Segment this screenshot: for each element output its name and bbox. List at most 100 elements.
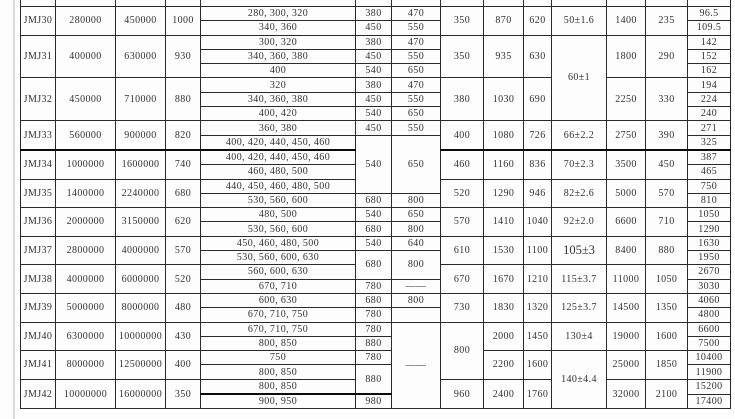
value-cell: 640 (391, 235, 441, 252)
value-cell: 2250 (606, 77, 646, 122)
value-cell: 7500 (687, 335, 731, 352)
value-cell: 350 (440, 6, 484, 36)
value-cell: 460 (440, 148, 484, 180)
value-cell: 880 (355, 364, 392, 395)
sizes-cell: 400, 420, 440, 450, 460 (200, 134, 356, 151)
model-cell: JMJ32 (20, 77, 56, 122)
value-cell: 780 (355, 307, 392, 323)
model-cell: JMJ35 (20, 178, 56, 209)
value-cell: 1100 (523, 235, 552, 266)
table-row: 400, 420, 440, 450, 460 540 650 325 (21, 134, 731, 194)
value-cell: 570 (165, 235, 201, 266)
value-cell: 6300000 (55, 321, 116, 352)
value-cell: 710 (645, 207, 688, 237)
sizes-cell: 800, 850 (200, 364, 356, 380)
sizes-cell: 600, 630 (200, 292, 356, 309)
value-cell: 1600 (645, 321, 688, 352)
value-cell: 1290 (483, 178, 524, 209)
value-cell: 194 (687, 77, 731, 93)
value-cell: 870 (483, 6, 524, 36)
value-cell: 5000 (606, 178, 646, 209)
value-cell: 1080 (483, 120, 524, 151)
value-cell: 960 (440, 378, 484, 410)
value-cell: 726 (523, 120, 552, 151)
value-cell: 1040 (523, 207, 552, 237)
value-cell: 730 (440, 292, 484, 323)
value-cell: 14500 (606, 292, 646, 323)
value-cell: 680 (355, 250, 392, 280)
value-cell: 19000 (606, 321, 646, 352)
value-cell: 1410 (483, 207, 524, 237)
value-cell: 880 (355, 335, 392, 352)
value-cell: 1830 (483, 292, 524, 323)
model-cell: JMJ38 (20, 264, 56, 294)
value-cell: 10400 (687, 350, 731, 366)
value-cell: 96.5 (687, 5, 731, 22)
value-cell: 2100 (645, 378, 688, 410)
sizes-cell: 340, 360 (200, 20, 356, 36)
value-cell: 109.5 (687, 20, 731, 36)
value-cell: 235 (645, 6, 688, 36)
value-cell: 10000000 (115, 321, 166, 352)
sizes-cell: 400, 420, 440, 450, 460 (200, 148, 356, 166)
value-cell: 540 (355, 106, 392, 122)
model-cell: JMJ34 (20, 148, 56, 180)
table-row: JMJ38 4000000 6000000 520 560, 600, 630 670 16… (20, 264, 731, 294)
value-cell: 670 (440, 264, 484, 294)
value-cell: 2750 (606, 120, 646, 151)
tolerance-cell: 66±2.2 (551, 120, 607, 151)
value-cell: 630 (523, 34, 552, 79)
value-cell: 8400 (606, 235, 646, 266)
model-cell: JMJ40 (20, 321, 56, 352)
value-cell: 1630 (687, 235, 731, 252)
sizes-cell: 480, 500 (200, 207, 356, 223)
table-row: 800, 850 880 11900 (21, 364, 731, 395)
table-row: JMJ32 450000 710000 880 320 380 470 380 1030 690 2… (20, 77, 731, 122)
value-cell: 240 (687, 106, 731, 122)
value-cell: 32000 (606, 378, 646, 410)
value-cell: 740 (165, 148, 201, 180)
value-cell: 680 (355, 192, 392, 209)
value-cell: 280000 (55, 6, 116, 36)
value-cell: 1320 (523, 292, 552, 323)
value-cell: 224 (687, 91, 731, 108)
value-cell: 1600000 (115, 148, 166, 180)
table-row: JMJ34 1000000 1600000 740 400, 420, 440, 450… (20, 148, 731, 180)
value-cell: 820 (165, 120, 201, 151)
value-cell: 650 (391, 134, 441, 194)
value-cell: 1400 (606, 6, 646, 36)
value-cell: 900000 (115, 120, 166, 151)
dash-cell: —— (391, 278, 441, 294)
value-cell: 836 (523, 148, 552, 180)
value-cell: 450 (355, 91, 392, 108)
value-cell: 540 (355, 134, 392, 194)
value-cell: 650 (391, 63, 441, 79)
value-cell: 400 (440, 120, 484, 151)
value-cell: 935 (483, 34, 524, 79)
value-cell: 390 (645, 120, 688, 151)
tolerance-cell: 60±1 (551, 34, 607, 122)
value-cell: 946 (523, 178, 552, 209)
value-cell: 1290 (687, 221, 731, 237)
table-row: JMJ40 6300000 10000000 430 670, 710, 750 780—… (20, 321, 731, 410)
value-cell: 152 (687, 48, 731, 65)
value-cell: 450000 (115, 6, 166, 36)
value-cell: 800 (391, 221, 441, 237)
value-cell: 450 (355, 20, 392, 36)
value-cell: 620 (165, 207, 201, 237)
value-cell: 2800000 (55, 235, 116, 266)
value-cell: 16000000 (115, 378, 166, 410)
sizes-cell: 340, 360, 380 (200, 48, 356, 65)
value-cell: 3150000 (115, 207, 166, 237)
sizes-cell: 400, 420 (200, 106, 356, 122)
value-cell: 650 (391, 207, 441, 223)
value-cell: 350 (165, 378, 201, 410)
model-cell: JMJ41 (20, 350, 56, 380)
value-cell: 880 (645, 235, 688, 266)
value-cell: 1600 (523, 350, 552, 380)
sizes-cell: 360, 380 (200, 120, 356, 136)
value-cell: 680 (355, 292, 392, 309)
value-cell: 4800 (687, 307, 731, 323)
sizes-cell: 530, 560, 600, 630 (200, 250, 356, 266)
